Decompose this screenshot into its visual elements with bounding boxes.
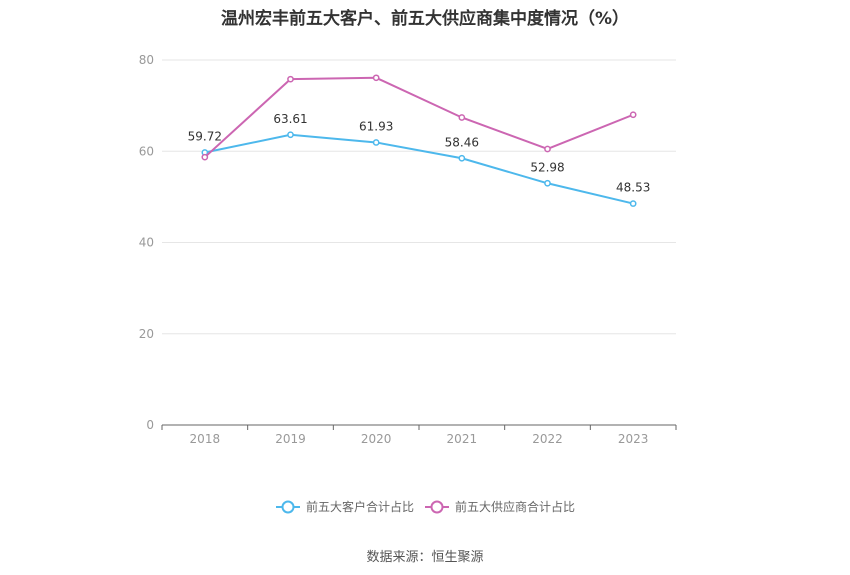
data-point[interactable]: [629, 111, 637, 119]
y-tick-label: 80: [139, 53, 154, 67]
series-line-1: [204, 133, 634, 205]
y-tick-label: 40: [139, 236, 154, 250]
x-tick-label: 2023: [618, 432, 649, 446]
data-label: 59.72: [188, 130, 222, 144]
data-label: 63.61: [273, 112, 307, 126]
axes: 0 20 40 60 80 2018 2019 2020 2021 2022 2023: [139, 53, 677, 446]
data-labels: 59.72 63.61 61.93 58.46 52.98 48.53: [188, 112, 651, 195]
data-point[interactable]: [458, 154, 466, 162]
data-point[interactable]: [287, 131, 294, 139]
data-label: 58.46: [445, 135, 479, 149]
legend-item-2[interactable]: 前五大供应商合计占比: [425, 499, 575, 514]
data-point[interactable]: [458, 114, 466, 121]
legend-label: 前五大供应商合计占比: [455, 499, 575, 514]
legend-label: 前五大客户合计占比: [306, 499, 414, 514]
data-point[interactable]: [201, 153, 209, 161]
chart-title: 温州宏丰前五大客户、前五大供应商集中度情况（%）: [220, 9, 630, 29]
data-point[interactable]: [372, 74, 380, 82]
data-label: 52.98: [530, 160, 564, 174]
gridlines: [162, 59, 676, 335]
y-tick-label: 20: [139, 327, 154, 341]
data-point[interactable]: [287, 75, 294, 83]
x-tick-label: 2021: [447, 432, 478, 446]
legend[interactable]: 前五大客户合计占比 前五大供应商合计占比: [276, 499, 575, 514]
legend-marker: [281, 500, 295, 514]
x-tick-label: 2018: [190, 432, 221, 446]
legend-item-1[interactable]: 前五大客户合计占比: [276, 499, 414, 514]
data-point[interactable]: [629, 200, 637, 207]
data-label: 48.53: [616, 181, 650, 195]
data-label: 61.93: [359, 119, 393, 133]
series-line-2: [204, 76, 634, 158]
data-point[interactable]: [372, 139, 380, 146]
y-tick-label: 0: [146, 418, 154, 432]
data-point[interactable]: [544, 145, 551, 153]
legend-marker: [430, 500, 444, 514]
y-tick-label: 60: [139, 144, 154, 158]
data-source: 数据来源：恒生聚源: [366, 550, 484, 565]
x-tick-label: 2022: [532, 432, 563, 446]
x-tick-label: 2020: [361, 432, 392, 446]
data-point[interactable]: [544, 179, 551, 187]
x-tick-label: 2019: [275, 432, 306, 446]
series-layer: [201, 74, 637, 207]
